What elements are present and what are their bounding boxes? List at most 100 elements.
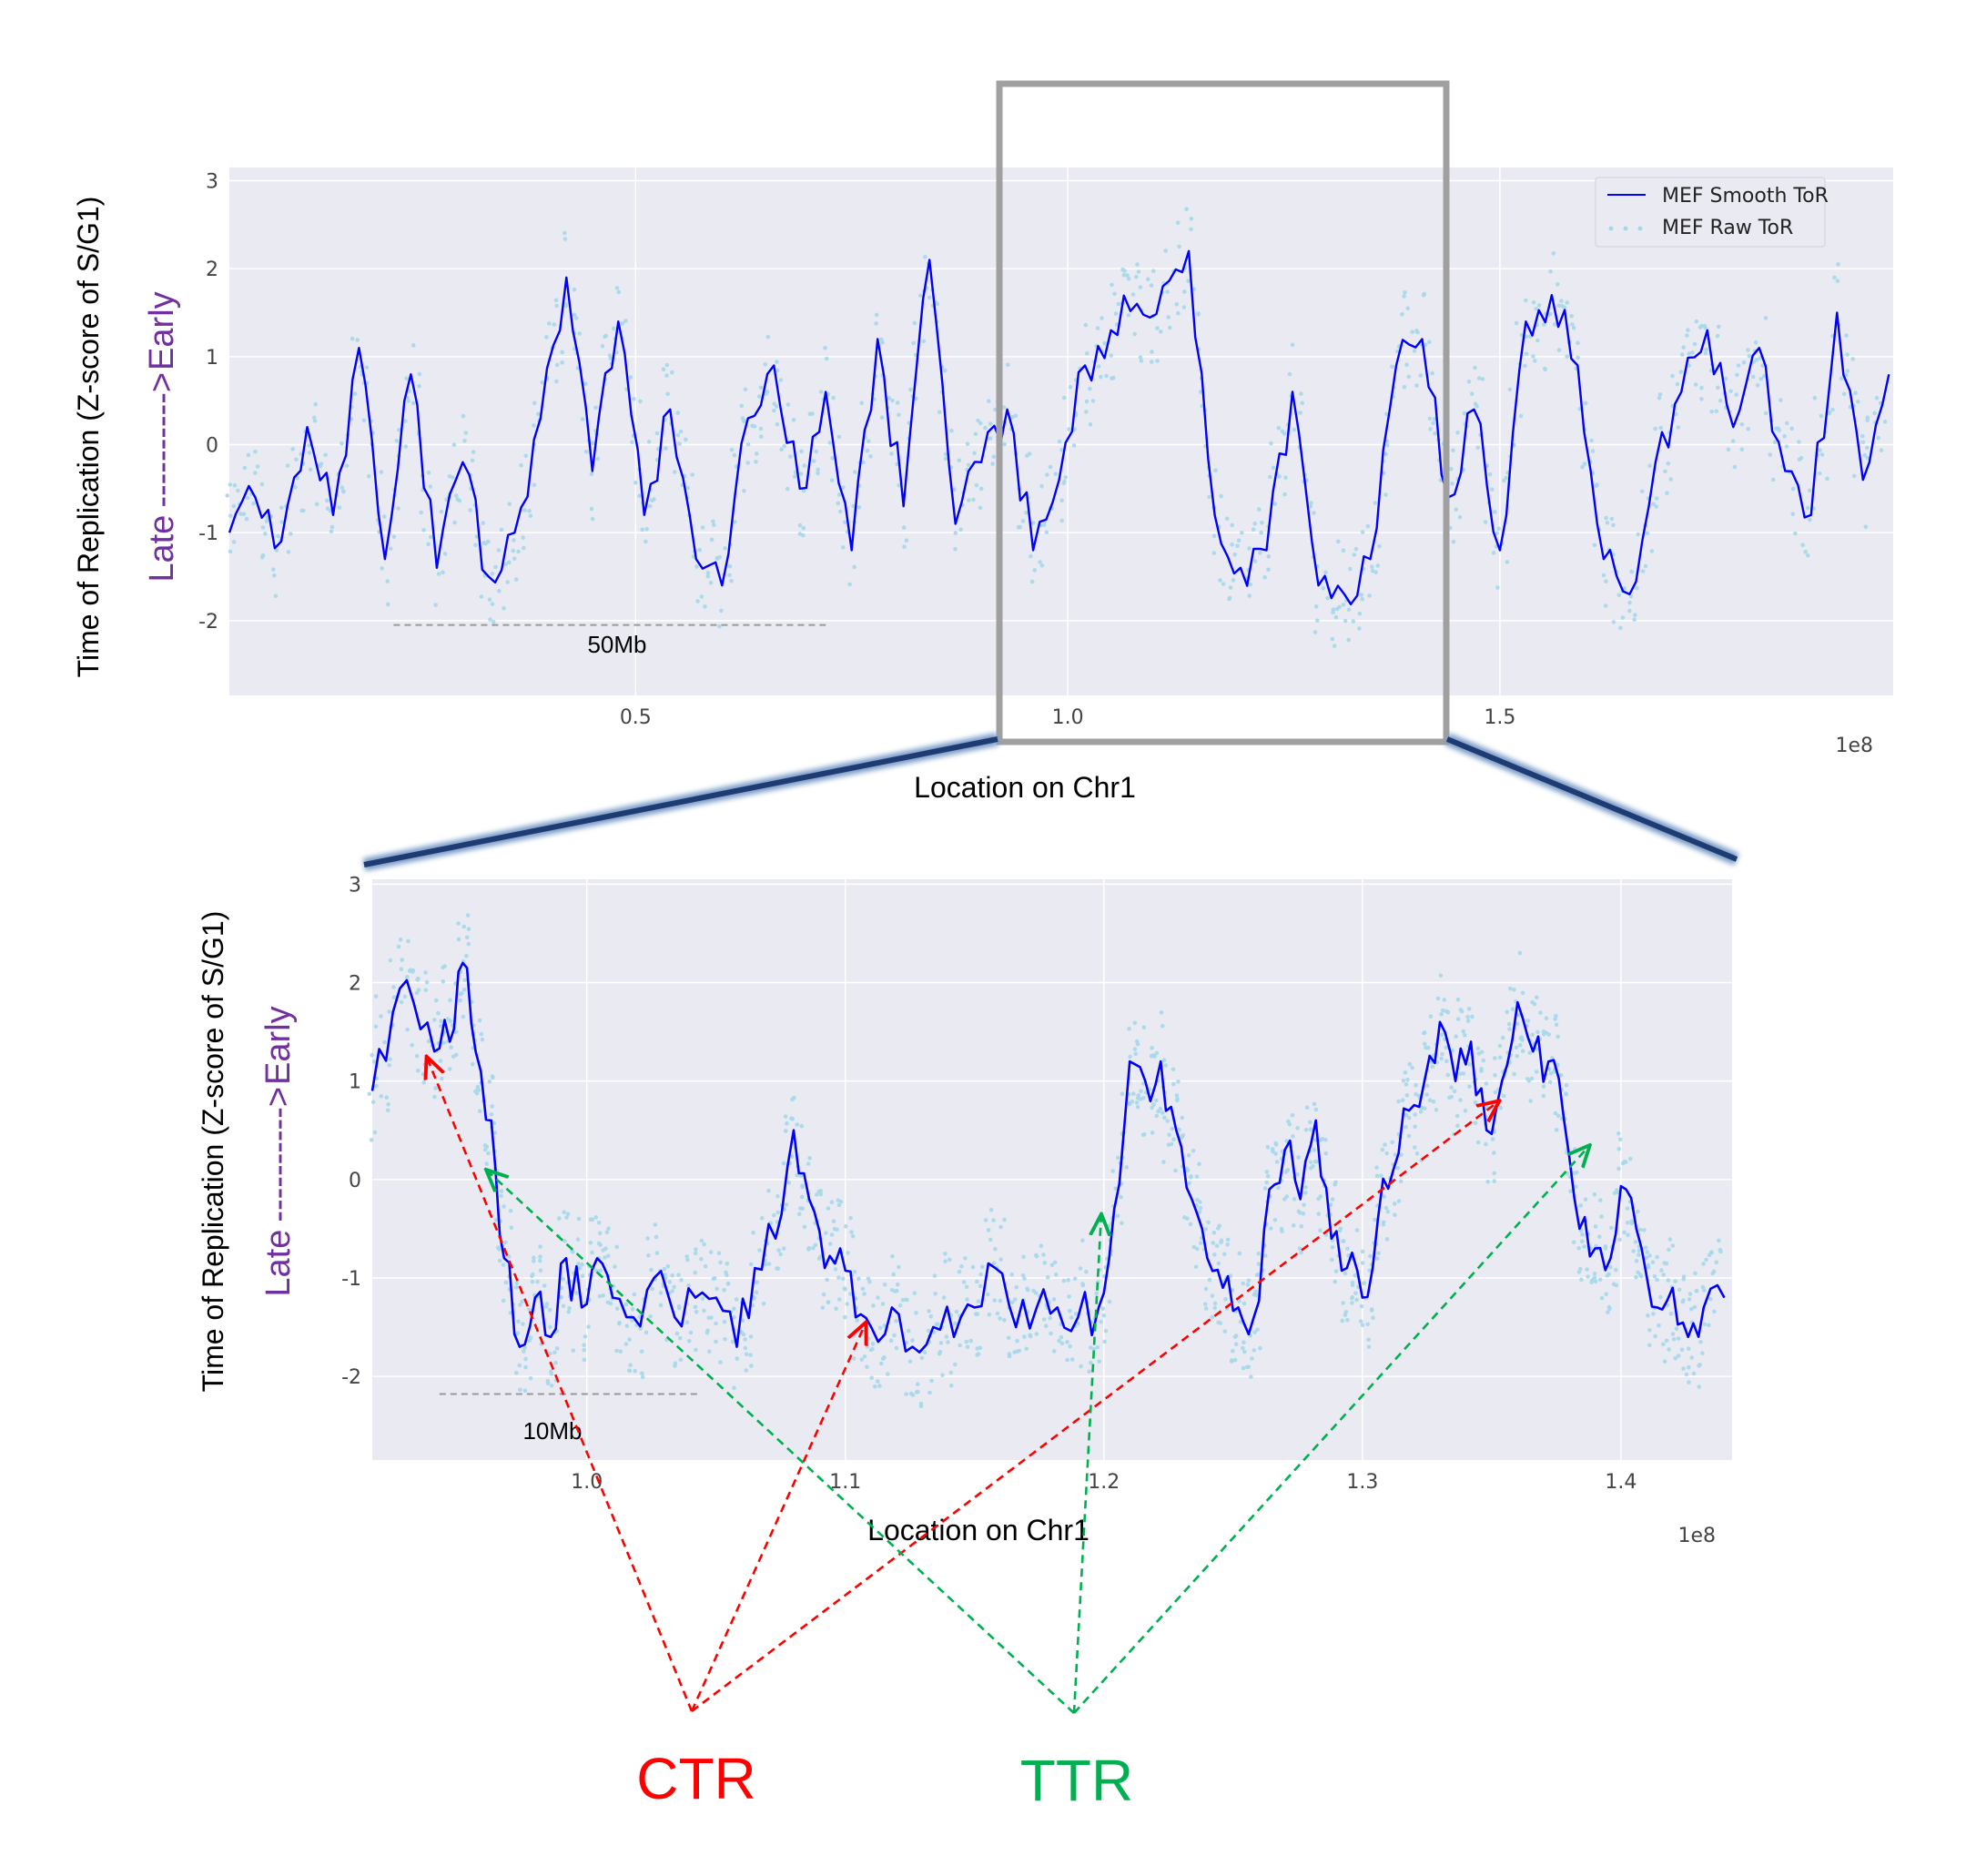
- bottom-raw-point: [1343, 1310, 1349, 1314]
- bottom-raw-point: [387, 1009, 391, 1014]
- bottom-raw-point: [370, 1052, 375, 1058]
- top-raw-point: [1450, 482, 1454, 486]
- bottom-raw-point: [700, 1296, 705, 1301]
- bottom-raw-point: [775, 1266, 779, 1271]
- top-raw-point: [695, 599, 700, 603]
- top-raw-point: [536, 411, 541, 417]
- top-raw-point: [1390, 364, 1394, 370]
- bottom-x-tick-label: 1.1: [829, 1471, 861, 1494]
- top-raw-point: [1565, 300, 1569, 305]
- top-raw-point: [1830, 407, 1835, 412]
- top-raw-point: [1122, 269, 1127, 273]
- bottom-raw-point: [784, 1129, 788, 1133]
- top-raw-point: [1024, 511, 1029, 515]
- top-raw-point: [1181, 305, 1187, 309]
- top-raw-point: [1674, 411, 1678, 417]
- top-raw-point: [700, 525, 705, 530]
- top-raw-point: [1636, 532, 1640, 537]
- bottom-raw-point: [686, 1339, 692, 1344]
- bottom-raw-point: [1406, 1133, 1412, 1139]
- top-raw-point: [1370, 564, 1374, 569]
- bottom-raw-point: [400, 958, 405, 962]
- bottom-raw-point: [522, 1349, 526, 1354]
- top-raw-point: [775, 421, 780, 427]
- bottom-raw-point: [399, 967, 404, 971]
- bottom-raw-point: [815, 1192, 819, 1197]
- top-raw-point: [1750, 374, 1756, 380]
- top-raw-point: [1341, 603, 1346, 607]
- bottom-raw-point: [866, 1336, 871, 1341]
- bottom-raw-point: [1013, 1297, 1018, 1302]
- top-raw-point: [1084, 399, 1089, 404]
- bottom-raw-point: [1405, 1078, 1410, 1082]
- bottom-raw-point: [991, 1261, 997, 1265]
- top-raw-point: [774, 404, 779, 409]
- bottom-raw-point: [1659, 1268, 1664, 1273]
- bottom-raw-point: [798, 1173, 804, 1179]
- bottom-raw-point: [1435, 996, 1441, 1001]
- top-raw-point: [231, 540, 237, 544]
- bottom-raw-point: [892, 1333, 897, 1338]
- top-raw-point: [719, 608, 724, 614]
- top-raw-point: [421, 528, 426, 532]
- bottom-raw-point: [890, 1254, 895, 1259]
- bottom-raw-point: [685, 1257, 690, 1262]
- bottom-raw-point: [708, 1250, 714, 1254]
- top-raw-point: [830, 456, 835, 461]
- bottom-raw-point: [1603, 1246, 1608, 1251]
- bottom-raw-point: [1296, 1155, 1301, 1160]
- top-raw-point: [572, 312, 577, 318]
- top-raw-point: [1863, 524, 1869, 530]
- bottom-raw-point: [1501, 1093, 1506, 1099]
- bottom-raw-point: [1625, 1221, 1630, 1225]
- bottom-raw-point: [1541, 1084, 1546, 1089]
- bottom-raw-point: [1136, 1093, 1141, 1098]
- top-raw-point: [1067, 427, 1071, 431]
- top-raw-point: [1351, 619, 1356, 624]
- top-raw-point: [1594, 483, 1599, 489]
- bottom-raw-point: [1089, 1360, 1093, 1365]
- bottom-raw-point: [1576, 1270, 1582, 1274]
- late-text: Late: [259, 1230, 298, 1297]
- top-raw-point: [554, 303, 559, 309]
- top-raw-point: [1414, 383, 1419, 388]
- bottom-raw-point: [1578, 1203, 1584, 1208]
- bottom-raw-point: [1128, 1054, 1132, 1060]
- bottom-raw-point: [633, 1368, 637, 1374]
- top-raw-point: [801, 532, 806, 538]
- top-raw-point: [723, 546, 727, 551]
- bottom-raw-point: [562, 1210, 567, 1215]
- bottom-raw-point: [1492, 1171, 1496, 1176]
- bottom-raw-point: [576, 1262, 581, 1266]
- top-raw-point: [244, 516, 249, 522]
- bottom-raw-point: [1222, 1329, 1228, 1333]
- top-raw-point: [1228, 585, 1233, 590]
- bottom-raw-point: [941, 1295, 947, 1300]
- top-raw-point: [595, 456, 601, 461]
- top-raw-point: [512, 556, 517, 562]
- top-raw-point: [1268, 474, 1272, 480]
- top-raw-point: [1247, 593, 1252, 598]
- bottom-raw-point: [522, 1345, 527, 1350]
- top-raw-point: [865, 448, 870, 453]
- top-raw-point: [1421, 293, 1426, 298]
- bottom-raw-point: [922, 1350, 927, 1354]
- bottom-raw-point: [423, 988, 429, 992]
- top-raw-point: [1649, 549, 1655, 553]
- bottom-raw-point: [983, 1218, 988, 1222]
- top-raw-point: [1556, 348, 1562, 352]
- top-raw-point: [1523, 363, 1527, 369]
- top-raw-point: [1836, 262, 1840, 267]
- top-raw-point: [1618, 625, 1623, 631]
- bottom-raw-point: [1197, 1210, 1202, 1214]
- top-raw-point: [1061, 481, 1067, 486]
- top-raw-point: [1053, 472, 1059, 476]
- bottom-raw-point: [1225, 1237, 1231, 1242]
- bottom-raw-point: [1167, 1132, 1171, 1137]
- bottom-raw-point: [1475, 1046, 1481, 1051]
- bottom-raw-point: [1151, 1102, 1156, 1107]
- top-raw-point: [990, 461, 995, 466]
- top-raw-point: [1665, 491, 1669, 495]
- bottom-raw-point: [645, 1236, 650, 1241]
- bottom-raw-point: [1689, 1306, 1694, 1312]
